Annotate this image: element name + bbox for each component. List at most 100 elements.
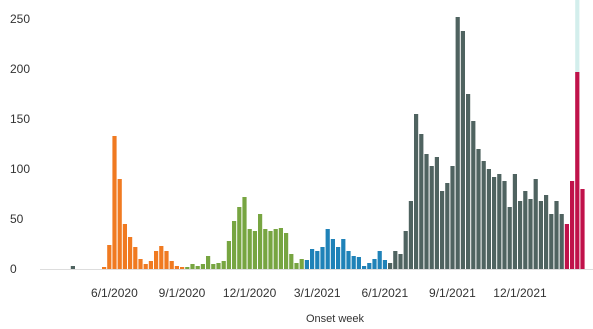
bar — [570, 181, 575, 269]
y-tick-label: 100 — [10, 162, 30, 176]
bar — [325, 229, 330, 269]
bar — [533, 179, 538, 269]
bar — [185, 267, 190, 269]
bar — [289, 254, 294, 269]
bar — [315, 251, 320, 269]
bar — [367, 263, 372, 269]
x-axis-title: Onset week — [306, 313, 365, 325]
bar — [304, 260, 309, 269]
bar — [263, 229, 268, 269]
x-tick-label: 12/1/2021 — [493, 286, 547, 300]
bar — [460, 31, 465, 269]
y-axis: 0 50 100 150 200 250 — [10, 12, 30, 276]
bar — [299, 259, 304, 269]
bar — [424, 154, 429, 269]
x-tick-label: 9/1/2020 — [159, 286, 206, 300]
bar — [330, 239, 335, 269]
bar — [528, 199, 533, 269]
x-tick-label: 6/1/2021 — [361, 286, 408, 300]
bar — [143, 264, 148, 269]
bar — [466, 94, 471, 269]
y-tick-label: 0 — [10, 262, 17, 276]
bar — [393, 251, 398, 269]
bar — [580, 189, 585, 269]
bar — [518, 201, 523, 269]
bar — [492, 177, 497, 269]
y-tick-label: 200 — [10, 62, 30, 76]
bar — [138, 259, 143, 269]
bar — [445, 183, 450, 269]
bar — [70, 266, 75, 269]
y-tick-label: 50 — [10, 212, 24, 226]
bar — [226, 241, 231, 269]
bar — [538, 201, 543, 269]
bar — [476, 149, 481, 269]
bar — [575, 72, 580, 269]
bar — [252, 231, 257, 269]
bar — [169, 261, 174, 269]
bar — [278, 228, 283, 269]
bar — [502, 181, 507, 269]
bar — [341, 239, 346, 269]
bar — [164, 251, 169, 269]
bar — [294, 263, 299, 269]
bar — [200, 264, 205, 269]
bar — [232, 221, 237, 269]
bar — [549, 214, 554, 269]
bar-series-group — [70, 0, 585, 269]
bar — [507, 207, 512, 269]
bar — [258, 214, 263, 269]
bar — [377, 251, 382, 269]
bar — [434, 157, 439, 269]
x-axis: 6/1/2020 9/1/2020 12/1/2020 3/1/2021 6/1/202… — [91, 286, 547, 300]
x-tick-label: 3/1/2021 — [294, 286, 341, 300]
bar — [310, 249, 315, 269]
bar — [512, 174, 517, 269]
bar — [564, 224, 569, 269]
bar — [559, 214, 564, 269]
bar — [471, 121, 476, 269]
bar — [351, 256, 356, 269]
bar — [497, 174, 502, 269]
bar — [398, 254, 403, 269]
x-tick-label: 9/1/2021 — [429, 286, 476, 300]
bar — [117, 179, 122, 269]
bar — [133, 247, 138, 269]
x-tick-label: 6/1/2020 — [91, 286, 138, 300]
bar — [211, 264, 216, 269]
bar — [242, 197, 247, 269]
bar — [388, 263, 393, 269]
bar — [159, 246, 164, 269]
bar — [346, 251, 351, 269]
bar — [382, 260, 387, 269]
bar — [440, 191, 445, 269]
bar — [180, 267, 185, 269]
bar — [429, 166, 434, 269]
y-tick-label: 150 — [10, 112, 30, 126]
bar — [284, 233, 289, 269]
bar — [450, 166, 455, 269]
bar — [419, 134, 424, 269]
bar — [216, 263, 221, 269]
bar — [372, 259, 377, 269]
x-tick-label: 12/1/2020 — [223, 286, 277, 300]
bar — [195, 266, 200, 269]
bar — [336, 247, 341, 269]
bar — [403, 231, 408, 269]
bar — [221, 261, 226, 269]
y-tick-label: 250 — [10, 12, 30, 26]
bar — [362, 266, 367, 269]
bar — [107, 245, 112, 269]
bar — [356, 257, 361, 269]
bar — [102, 267, 107, 269]
bar — [190, 264, 195, 269]
bar — [273, 229, 278, 269]
bar — [247, 229, 252, 269]
bar — [523, 191, 528, 269]
bar — [544, 195, 549, 269]
bar — [206, 256, 211, 269]
bar — [174, 266, 179, 269]
bar — [486, 169, 491, 269]
